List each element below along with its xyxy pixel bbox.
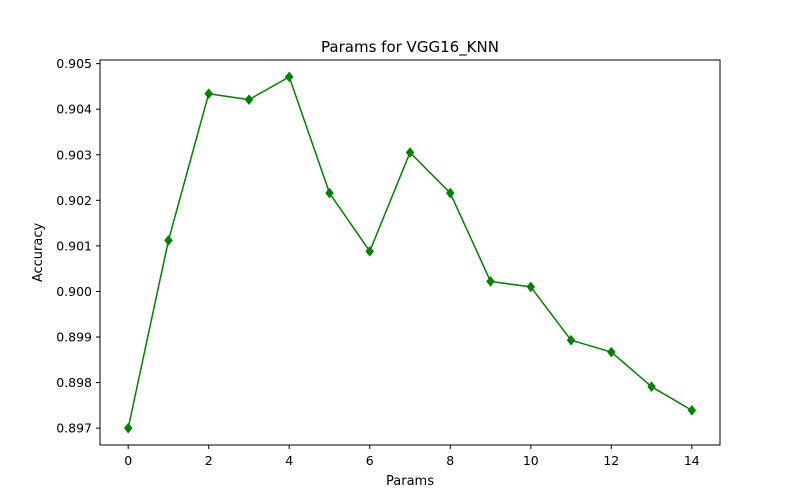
x-tick-label: 14	[684, 453, 700, 468]
y-tick-label: 0.903	[56, 147, 92, 162]
data-point-marker	[687, 405, 697, 416]
data-point-marker	[244, 94, 254, 105]
data-point-marker	[365, 246, 374, 257]
y-tick-label: 0.902	[56, 193, 92, 208]
y-tick-label: 0.900	[56, 284, 92, 299]
data-point-marker	[647, 381, 656, 392]
data-point-marker	[204, 88, 213, 100]
series-line	[127, 76, 693, 429]
x-tick-label: 2	[205, 453, 213, 468]
data-point-marker	[164, 235, 173, 246]
x-tick-label: 10	[523, 453, 539, 468]
chart-title: Params for VGG16_KNN	[321, 38, 499, 57]
x-tick-label: 0	[124, 453, 132, 468]
y-axis-label: Accuracy	[31, 223, 46, 283]
y-tick-label: 0.897	[56, 421, 92, 436]
data-point-marker	[325, 187, 334, 199]
data-point-marker	[405, 147, 415, 158]
data-point-marker	[526, 281, 536, 293]
x-axis-label: Params	[386, 474, 434, 489]
x-axis: 0 2 4 6 8 10 12 14	[124, 445, 700, 468]
data-point-marker	[486, 276, 495, 287]
series-layer	[123, 71, 697, 434]
x-tick-label: 8	[446, 453, 454, 468]
y-tick-label: 0.901	[56, 238, 92, 253]
data-point-marker	[284, 71, 294, 83]
data-point-marker	[446, 187, 455, 199]
y-tick-label: 0.899	[56, 330, 92, 345]
x-tick-label: 4	[285, 453, 293, 468]
y-tick-label: 0.904	[56, 102, 92, 117]
y-axis: 0.897 0.898 0.899 0.900 0.901 0.902 0.903 0.904…	[56, 56, 100, 436]
x-tick-label: 12	[603, 453, 619, 468]
y-tick-label: 0.905	[56, 56, 92, 71]
data-point-marker	[607, 346, 616, 358]
data-point-marker	[566, 334, 576, 346]
x-tick-label: 6	[366, 453, 374, 468]
plot-area-frame	[99, 59, 721, 446]
data-point-marker	[123, 422, 133, 434]
y-tick-label: 0.898	[56, 375, 92, 390]
